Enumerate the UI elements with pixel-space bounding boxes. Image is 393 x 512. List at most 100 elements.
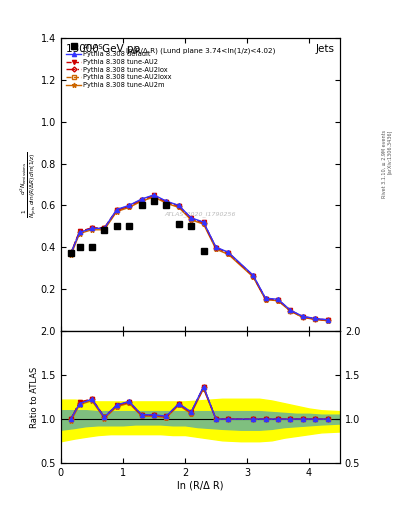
Pythia 8.308 tune-AU2 — [127, 203, 132, 209]
Pythia 8.308 tune-AU2lox — [325, 317, 330, 324]
Pythia 8.308 tune-AU2loxx — [251, 273, 255, 279]
ATLAS — [102, 227, 107, 233]
Pythia 8.308 tune-AU2loxx — [288, 308, 293, 314]
Pythia 8.308 tune-AU2 — [152, 193, 156, 199]
Pythia 8.308 tune-AU2lox — [275, 297, 280, 303]
Pythia 8.308 tune-AU2 — [275, 296, 280, 303]
Pythia 8.308 tune-AU2loxx — [176, 203, 181, 209]
Pythia 8.308 tune-AU2 — [102, 225, 107, 231]
Pythia 8.308 tune-AU2m — [77, 230, 82, 237]
Pythia 8.308 default — [189, 215, 193, 221]
Pythia 8.308 default — [77, 229, 82, 236]
Pythia 8.308 tune-AU2lox — [226, 250, 231, 256]
Pythia 8.308 tune-AU2lox — [176, 203, 181, 209]
Text: Jets: Jets — [315, 44, 334, 54]
Y-axis label: $\frac{1}{N_{\mathrm{jets}}}\frac{d^2 N_{\mathrm{emissions}}}{d\ln(R/\Delta R)\,: $\frac{1}{N_{\mathrm{jets}}}\frac{d^2 N_… — [19, 152, 39, 218]
Pythia 8.308 tune-AU2loxx — [325, 317, 330, 324]
Pythia 8.308 tune-AU2loxx — [102, 225, 107, 231]
Pythia 8.308 tune-AU2lox — [102, 225, 107, 231]
Pythia 8.308 tune-AU2 — [164, 199, 169, 205]
Pythia 8.308 tune-AU2loxx — [201, 220, 206, 226]
Pythia 8.308 tune-AU2 — [139, 197, 144, 203]
Line: Pythia 8.308 tune-AU2loxx: Pythia 8.308 tune-AU2loxx — [69, 194, 329, 322]
Pythia 8.308 default — [164, 198, 169, 204]
Pythia 8.308 tune-AU2m — [127, 204, 132, 210]
Pythia 8.308 default — [251, 272, 255, 279]
Pythia 8.308 tune-AU2loxx — [189, 216, 193, 222]
Pythia 8.308 tune-AU2lox — [152, 193, 156, 199]
Pythia 8.308 tune-AU2lox — [164, 199, 169, 205]
Pythia 8.308 tune-AU2loxx — [313, 316, 318, 322]
Pythia 8.308 tune-AU2m — [139, 198, 144, 204]
Pythia 8.308 tune-AU2m — [213, 246, 218, 252]
Pythia 8.308 tune-AU2 — [213, 244, 218, 250]
X-axis label: ln (R/Δ R): ln (R/Δ R) — [177, 481, 224, 491]
Pythia 8.308 default — [114, 206, 119, 212]
Pythia 8.308 tune-AU2 — [325, 317, 330, 323]
Legend: ATLAS, Pythia 8.308 default, Pythia 8.308 tune-AU2, Pythia 8.308 tune-AU2lox, Py: ATLAS, Pythia 8.308 default, Pythia 8.30… — [64, 42, 173, 90]
Line: Pythia 8.308 default: Pythia 8.308 default — [69, 193, 330, 322]
Pythia 8.308 tune-AU2loxx — [77, 229, 82, 235]
Pythia 8.308 tune-AU2lox — [213, 245, 218, 251]
Pythia 8.308 tune-AU2m — [164, 200, 169, 206]
Pythia 8.308 tune-AU2m — [263, 296, 268, 303]
Pythia 8.308 default — [139, 196, 144, 202]
Pythia 8.308 tune-AU2loxx — [127, 203, 132, 209]
Pythia 8.308 tune-AU2lox — [263, 296, 268, 302]
Pythia 8.308 tune-AU2loxx — [226, 250, 231, 256]
Pythia 8.308 default — [68, 250, 73, 257]
Pythia 8.308 tune-AU2m — [189, 217, 193, 223]
ATLAS — [77, 244, 82, 250]
Pythia 8.308 default — [325, 316, 330, 323]
Pythia 8.308 default — [313, 315, 318, 322]
Pythia 8.308 tune-AU2lox — [201, 220, 206, 226]
Pythia 8.308 tune-AU2loxx — [263, 296, 268, 302]
Pythia 8.308 default — [300, 313, 305, 319]
Text: 13000 GeV pp: 13000 GeV pp — [66, 44, 141, 54]
ATLAS — [127, 223, 132, 229]
Pythia 8.308 default — [275, 296, 280, 302]
Pythia 8.308 tune-AU2lox — [127, 203, 132, 209]
ATLAS — [68, 250, 73, 257]
Pythia 8.308 tune-AU2 — [226, 250, 231, 256]
Pythia 8.308 tune-AU2m — [300, 314, 305, 321]
Pythia 8.308 tune-AU2m — [152, 194, 156, 200]
ATLAS — [176, 221, 181, 227]
Pythia 8.308 tune-AU2m — [251, 274, 255, 280]
Pythia 8.308 tune-AU2loxx — [300, 314, 305, 320]
Pythia 8.308 tune-AU2 — [114, 207, 119, 213]
ATLAS — [90, 244, 94, 250]
ATLAS — [139, 202, 144, 208]
Pythia 8.308 default — [90, 225, 94, 231]
Line: Pythia 8.308 tune-AU2lox: Pythia 8.308 tune-AU2lox — [69, 194, 329, 322]
Pythia 8.308 tune-AU2 — [201, 219, 206, 225]
Pythia 8.308 default — [263, 295, 268, 301]
Text: ln(R/Δ R) (Lund plane 3.74<ln(1/z)<4.02): ln(R/Δ R) (Lund plane 3.74<ln(1/z)<4.02) — [126, 47, 275, 54]
Pythia 8.308 tune-AU2lox — [300, 314, 305, 320]
Pythia 8.308 tune-AU2lox — [139, 197, 144, 203]
Pythia 8.308 tune-AU2loxx — [114, 207, 119, 214]
Pythia 8.308 tune-AU2lox — [288, 308, 293, 314]
Pythia 8.308 default — [176, 202, 181, 208]
Pythia 8.308 tune-AU2lox — [114, 207, 119, 214]
Pythia 8.308 tune-AU2m — [102, 227, 107, 233]
Pythia 8.308 tune-AU2 — [300, 313, 305, 319]
Pythia 8.308 tune-AU2loxx — [90, 225, 94, 231]
Pythia 8.308 tune-AU2 — [263, 295, 268, 302]
Pythia 8.308 tune-AU2 — [251, 272, 255, 279]
Pythia 8.308 tune-AU2loxx — [213, 245, 218, 251]
Pythia 8.308 tune-AU2m — [90, 227, 94, 233]
Pythia 8.308 default — [213, 244, 218, 250]
Pythia 8.308 tune-AU2 — [288, 307, 293, 313]
Pythia 8.308 tune-AU2m — [114, 208, 119, 215]
Text: ATLAS_2020_I1790256: ATLAS_2020_I1790256 — [165, 211, 236, 217]
Pythia 8.308 tune-AU2m — [226, 251, 231, 258]
Pythia 8.308 default — [288, 307, 293, 313]
Pythia 8.308 tune-AU2 — [90, 225, 94, 231]
Pythia 8.308 tune-AU2m — [275, 297, 280, 304]
Line: Pythia 8.308 tune-AU2m: Pythia 8.308 tune-AU2m — [68, 195, 330, 323]
Pythia 8.308 tune-AU2loxx — [152, 193, 156, 199]
ATLAS — [152, 198, 156, 204]
Pythia 8.308 default — [102, 225, 107, 231]
ATLAS — [189, 223, 193, 229]
